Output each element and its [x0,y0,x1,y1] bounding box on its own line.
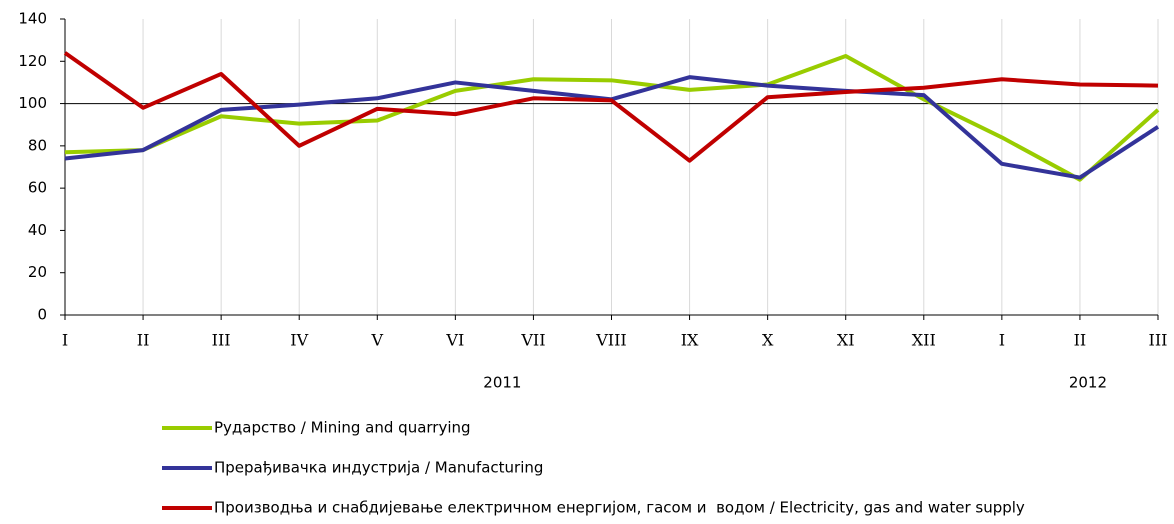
x-group-label: 2011 [483,374,521,392]
y-tick-label: 40 [28,221,47,239]
y-tick-label: 80 [28,136,47,154]
x-tick-label: I [62,331,68,350]
legend-label: Производња и снабдијевање електричном ен… [214,499,1025,517]
x-tick-label: VI [445,331,464,350]
y-tick-label: 100 [18,94,47,112]
x-tick-label: III [1149,331,1168,350]
x-tick-label: XI [837,331,855,350]
x-tick-label: X [762,331,774,350]
y-tick-label: 140 [18,10,47,28]
x-tick-label: IX [681,331,699,350]
x-tick-label: V [371,331,384,350]
series-line [64,54,1160,182]
x-tick-label: II [137,331,150,350]
x-tick-label: I [999,331,1005,350]
legend-label: Рударство / Mining and quarrying [214,419,471,437]
x-tick-label: III [212,331,231,350]
y-tick-label: 20 [28,263,47,281]
x-tick-label: II [1074,331,1087,350]
series-line [63,51,1159,163]
x-tick-label: IV [290,331,308,350]
x-group-label: 2012 [1069,374,1107,392]
x-tick-label: XII [912,331,936,350]
y-tick-label: 60 [28,179,47,197]
x-tick-label: VIII [595,331,627,350]
y-tick-label: 0 [37,306,47,324]
x-tick-label: VII [520,331,545,350]
y-tick-label: 120 [18,52,47,70]
legend-label: Прерађивачка индустрија / Manufacturing [214,459,543,477]
